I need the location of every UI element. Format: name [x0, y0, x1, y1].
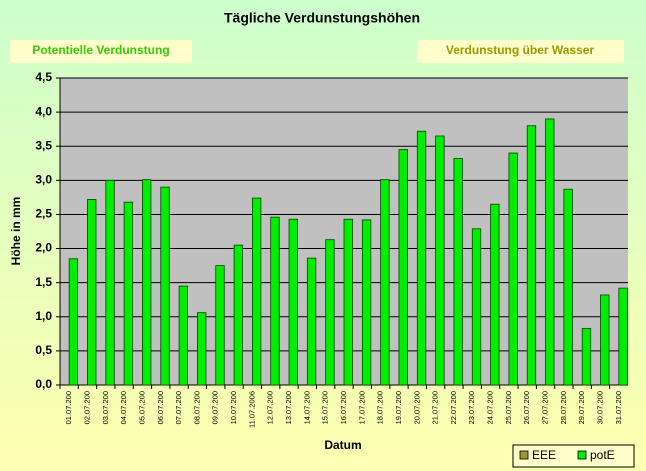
bar [618, 287, 628, 386]
annotation: Potentielle Verdunstung [32, 43, 169, 57]
legend-label: EEE [532, 448, 556, 462]
bar [68, 258, 79, 386]
bar [343, 218, 353, 386]
y-tick-label: 2,0 [35, 241, 52, 255]
bar [361, 219, 372, 386]
x-tick-label: 30.07.200 [596, 391, 605, 424]
bar [306, 257, 317, 386]
bar [416, 130, 427, 386]
bar [142, 179, 152, 386]
x-tick-label: 15.07.200 [321, 391, 330, 424]
bar [233, 244, 243, 386]
x-tick-label: 29.07.200 [577, 391, 586, 424]
legend [512, 444, 635, 468]
bar [471, 228, 482, 386]
y-tick-label: 0,5 [35, 343, 52, 357]
x-axis-label: Datum [324, 438, 361, 452]
chart-title: Tägliche Verdunstungshöhen [224, 10, 420, 26]
x-tick-label: 26.07.200 [522, 391, 531, 424]
x-tick-label: 28.07.200 [559, 391, 568, 424]
bar [398, 149, 408, 386]
annotation-box [417, 40, 624, 63]
bar [178, 285, 188, 386]
x-tick-label: 21.07.200 [431, 391, 440, 424]
x-tick-label: 16.07.200 [339, 391, 348, 424]
bar [545, 118, 555, 386]
x-tick-label: 09.07.200 [211, 391, 220, 424]
y-tick-label: 3,0 [35, 173, 52, 187]
annotation-box [10, 40, 192, 63]
x-tick-label: 14.07.200 [302, 391, 311, 424]
x-tick-label: 24.07.200 [486, 391, 495, 424]
y-tick-label: 3,5 [35, 138, 52, 152]
x-tick-label: 10.07.200 [229, 391, 238, 424]
x-tick-label: 31.07.200 [614, 391, 623, 424]
bar [288, 218, 298, 386]
x-tick-label: 07.07.200 [174, 391, 183, 424]
x-tick-label: 05.07.200 [137, 391, 146, 424]
x-tick-label: 06.07.200 [156, 391, 165, 424]
bar [215, 265, 225, 386]
x-tick-label: 11.07.2006 [247, 391, 256, 428]
bar [105, 179, 115, 386]
bar [251, 197, 262, 386]
x-tick-label: 27.07.200 [541, 391, 550, 424]
bar [123, 201, 134, 386]
x-tick-label: 02.07.200 [82, 391, 91, 424]
x-tick-label: 08.07.200 [192, 391, 201, 424]
bar [526, 125, 537, 386]
x-tick-label: 20.07.200 [412, 391, 421, 424]
bar [563, 188, 573, 386]
legend-swatch [519, 450, 529, 460]
bar [490, 203, 500, 386]
x-tick-label: 12.07.200 [266, 391, 275, 424]
bar [270, 216, 280, 386]
x-tick-label: 01.07.200 [64, 391, 73, 424]
bar [380, 179, 390, 386]
legend-swatch [577, 450, 587, 460]
annotation: Verdunstung über Wasser [446, 43, 595, 57]
x-tick-label: 13.07.200 [284, 391, 293, 424]
bar [600, 294, 610, 386]
bar [581, 327, 592, 386]
x-tick-label: 18.07.200 [376, 391, 385, 424]
bar [197, 312, 207, 386]
x-tick-label: 03.07.200 [101, 391, 110, 424]
bar [453, 158, 463, 386]
bar [508, 152, 518, 386]
x-tick-label: 17.07.200 [357, 391, 366, 424]
y-tick-label: 1,0 [35, 309, 52, 323]
bar [160, 186, 170, 386]
x-tick-label: 25.07.200 [504, 391, 513, 424]
y-tick-label: 1,5 [35, 275, 52, 289]
x-tick-label: 19.07.200 [394, 391, 403, 424]
y-tick-label: 0,0 [35, 377, 52, 391]
y-tick-label: 2,5 [35, 207, 52, 221]
bar [325, 239, 335, 386]
y-tick-label: 4,0 [35, 104, 52, 118]
bar [435, 135, 445, 386]
x-tick-label: 22.07.200 [449, 391, 458, 424]
bar [87, 199, 97, 386]
legend-label: potE [590, 448, 615, 462]
y-tick-label: 4,5 [35, 70, 52, 84]
x-tick-label: 23.07.200 [467, 391, 476, 424]
x-tick-label: 04.07.200 [119, 391, 128, 424]
y-axis-label: Höhe in mm [9, 197, 23, 266]
